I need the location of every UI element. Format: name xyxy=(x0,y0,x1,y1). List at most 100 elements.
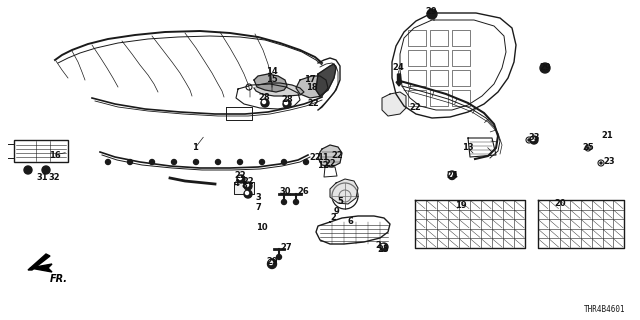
Polygon shape xyxy=(28,254,50,270)
Polygon shape xyxy=(254,74,287,92)
Circle shape xyxy=(24,166,32,174)
Circle shape xyxy=(427,9,437,19)
Circle shape xyxy=(262,100,266,103)
Circle shape xyxy=(239,177,241,180)
Circle shape xyxy=(269,261,273,265)
Circle shape xyxy=(540,63,550,73)
Text: 25: 25 xyxy=(582,143,594,153)
Text: 28: 28 xyxy=(258,93,270,102)
Bar xyxy=(430,30,448,46)
Circle shape xyxy=(42,166,50,174)
Text: 25: 25 xyxy=(377,245,389,254)
Text: 31: 31 xyxy=(36,173,48,182)
Polygon shape xyxy=(234,182,254,194)
Circle shape xyxy=(448,171,456,179)
Bar xyxy=(408,50,426,66)
Circle shape xyxy=(193,159,198,164)
Circle shape xyxy=(216,159,221,164)
Text: 24: 24 xyxy=(446,172,458,180)
Circle shape xyxy=(303,159,308,164)
Circle shape xyxy=(268,260,276,268)
Bar xyxy=(408,70,426,86)
Circle shape xyxy=(259,159,264,164)
Text: 17: 17 xyxy=(304,76,316,84)
Polygon shape xyxy=(254,83,304,96)
Text: 4: 4 xyxy=(233,179,239,188)
Bar xyxy=(430,90,448,106)
Circle shape xyxy=(600,162,602,164)
Circle shape xyxy=(237,175,245,183)
Text: 23: 23 xyxy=(603,157,615,166)
Circle shape xyxy=(244,190,252,198)
Circle shape xyxy=(106,159,111,164)
Circle shape xyxy=(449,172,452,175)
Circle shape xyxy=(294,199,298,204)
Circle shape xyxy=(246,191,248,195)
Bar xyxy=(452,70,470,86)
Text: 11: 11 xyxy=(317,154,329,163)
Text: 2: 2 xyxy=(375,241,381,250)
Text: 26: 26 xyxy=(297,188,309,196)
Polygon shape xyxy=(296,76,328,98)
Text: 29: 29 xyxy=(266,258,278,267)
Circle shape xyxy=(150,159,154,164)
Text: 14: 14 xyxy=(266,68,278,76)
Text: 3: 3 xyxy=(255,194,261,203)
Polygon shape xyxy=(382,92,406,116)
Text: 32: 32 xyxy=(48,173,60,182)
Text: 22: 22 xyxy=(234,172,246,180)
Text: 30: 30 xyxy=(279,188,291,196)
Bar xyxy=(14,140,68,162)
Bar xyxy=(408,30,426,46)
Bar xyxy=(452,90,470,106)
Text: 7: 7 xyxy=(255,203,261,212)
FancyArrow shape xyxy=(396,74,402,86)
Text: 6: 6 xyxy=(347,218,353,227)
Circle shape xyxy=(172,159,177,164)
Text: 13: 13 xyxy=(462,143,474,153)
Text: 10: 10 xyxy=(256,223,268,233)
Circle shape xyxy=(282,199,287,204)
Text: 22: 22 xyxy=(242,178,254,187)
Bar xyxy=(452,50,470,66)
Circle shape xyxy=(531,138,534,140)
Text: 8: 8 xyxy=(241,181,247,190)
Bar xyxy=(408,90,426,106)
Text: 12: 12 xyxy=(317,161,329,170)
Circle shape xyxy=(237,159,243,164)
Circle shape xyxy=(127,159,132,164)
Bar xyxy=(430,50,448,66)
Text: 22: 22 xyxy=(331,151,343,161)
Bar xyxy=(430,70,448,86)
Bar xyxy=(452,30,470,46)
Circle shape xyxy=(449,172,456,180)
Circle shape xyxy=(449,173,452,177)
Circle shape xyxy=(268,259,276,267)
Text: 16: 16 xyxy=(49,150,61,159)
Circle shape xyxy=(380,243,388,251)
Text: 28: 28 xyxy=(281,95,293,105)
Polygon shape xyxy=(330,179,358,204)
Text: 29: 29 xyxy=(425,7,437,17)
Text: 33: 33 xyxy=(528,133,540,142)
Polygon shape xyxy=(318,145,342,167)
Text: 19: 19 xyxy=(455,202,467,211)
Circle shape xyxy=(276,254,282,260)
Text: 27: 27 xyxy=(280,244,292,252)
Text: 22: 22 xyxy=(309,154,321,163)
Circle shape xyxy=(587,147,589,149)
Circle shape xyxy=(269,260,273,263)
Circle shape xyxy=(285,101,287,105)
Circle shape xyxy=(246,183,248,187)
Text: 22: 22 xyxy=(324,158,336,167)
Text: 2: 2 xyxy=(330,213,336,222)
Text: 22: 22 xyxy=(307,100,319,108)
Circle shape xyxy=(283,100,291,108)
Circle shape xyxy=(381,244,385,247)
Polygon shape xyxy=(316,64,336,96)
Text: 18: 18 xyxy=(306,83,318,92)
Text: 9: 9 xyxy=(334,207,340,217)
Text: 20: 20 xyxy=(554,199,566,209)
Circle shape xyxy=(282,159,287,164)
Circle shape xyxy=(528,139,530,141)
